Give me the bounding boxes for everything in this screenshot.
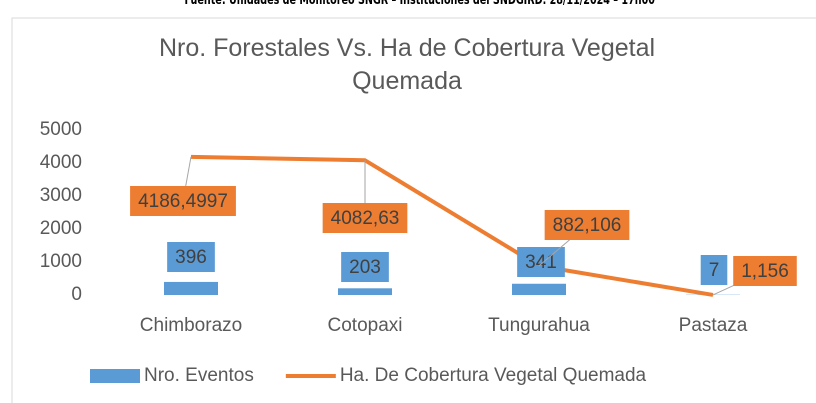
data-label-box bbox=[517, 247, 565, 277]
x-tick-label: Chimborazo bbox=[140, 315, 242, 336]
data-label: 4186,4997 bbox=[138, 191, 228, 212]
legend-swatch bbox=[90, 369, 140, 383]
x-tick-label: Cotopaxi bbox=[328, 315, 403, 336]
data-label-box bbox=[167, 242, 215, 272]
x-tick-label: Tungurahua bbox=[488, 315, 590, 336]
x-tick-label: Pastaza bbox=[679, 315, 748, 336]
y-tick-label: 2000 bbox=[40, 218, 82, 239]
bar bbox=[338, 288, 392, 295]
data-label-box bbox=[544, 210, 630, 240]
y-tick-label: 1000 bbox=[40, 251, 82, 272]
y-tick-label: 0 bbox=[71, 284, 82, 305]
y-tick-label: 4000 bbox=[40, 152, 82, 173]
source-note: Fuente: Unidades de Monitoreo SNGR – Ins… bbox=[184, 0, 655, 8]
legend-label: Ha. De Cobertura Vegetal Quemada bbox=[340, 365, 647, 386]
data-label-box bbox=[341, 252, 389, 282]
data-label-box bbox=[130, 186, 236, 216]
line bbox=[190, 154, 714, 297]
data-label: 396 bbox=[175, 247, 207, 268]
chart-title: Nro. Forestales Vs. Ha de Cobertura Vege… bbox=[158, 34, 656, 95]
data-label-box bbox=[733, 256, 797, 286]
data-label: 7 bbox=[709, 260, 720, 281]
bar bbox=[512, 283, 566, 295]
data-label: 882,106 bbox=[553, 215, 622, 236]
y-tick-label: 3000 bbox=[40, 185, 82, 206]
bar bbox=[164, 281, 218, 295]
y-tick-label: 5000 bbox=[40, 119, 82, 140]
legend-label: Nro. Eventos bbox=[144, 365, 254, 386]
data-label: 203 bbox=[349, 257, 381, 278]
data-label-box bbox=[322, 203, 408, 233]
data-label: 1,156 bbox=[741, 261, 789, 282]
data-label: 4082,63 bbox=[331, 208, 400, 229]
data-label-box bbox=[700, 255, 728, 285]
